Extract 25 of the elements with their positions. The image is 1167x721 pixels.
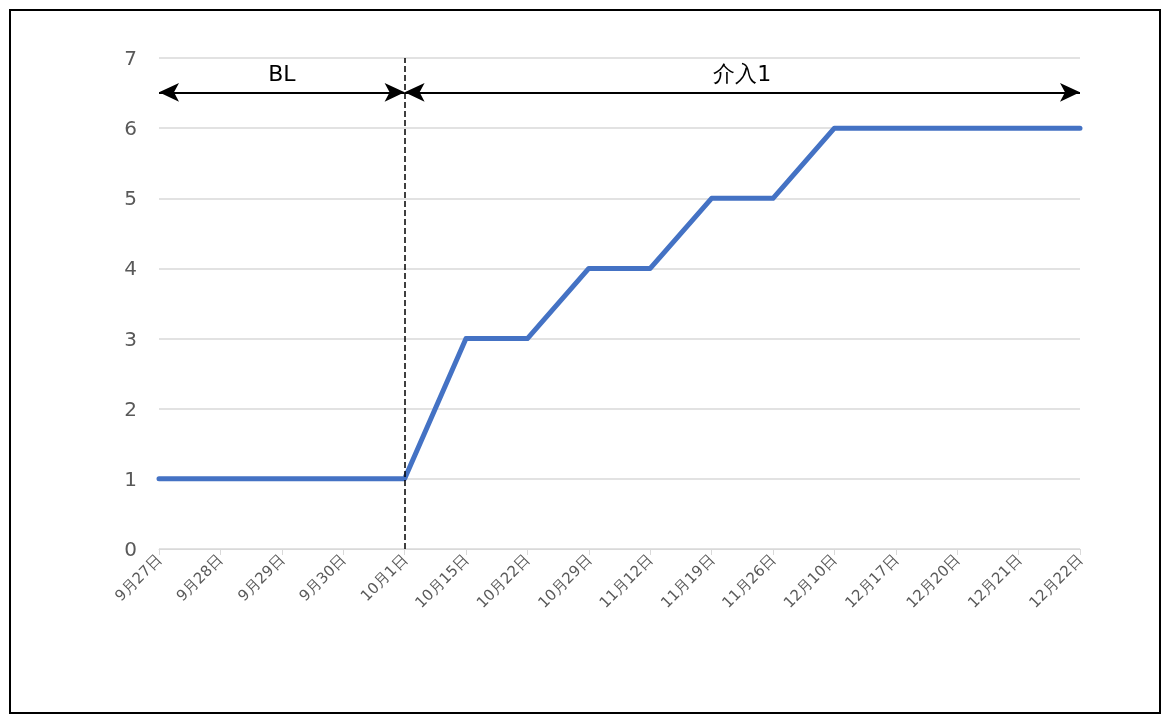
x-tick-label: 12月17日: [841, 550, 903, 612]
y-tick-label: 3: [124, 326, 137, 351]
x-tick-label: 11月12日: [595, 550, 657, 612]
x-tick-label: 10月1日: [356, 550, 411, 605]
y-tick-label: 4: [124, 256, 137, 281]
x-tick-label: 11月26日: [718, 550, 780, 612]
y-tick-label: 5: [124, 186, 137, 211]
x-tick-label: 12月10日: [779, 550, 841, 612]
x-tick-label: 9月29日: [233, 550, 289, 605]
y-tick-label: 7: [124, 46, 137, 70]
y-tick-label: 1: [124, 466, 137, 491]
x-tick-label: 12月20日: [902, 550, 964, 612]
x-tick-label: 12月22日: [1025, 550, 1087, 612]
x-tick-label: 10月22日: [472, 550, 534, 612]
x-tick-label: 9月30日: [295, 550, 350, 605]
annotation: 介入1: [713, 60, 772, 86]
y-tick-label: 2: [124, 396, 137, 421]
y-tick-label: 0: [124, 537, 137, 561]
y-tick-label: 6: [124, 116, 137, 141]
x-tick-label: 10月29日: [534, 550, 596, 612]
x-tick-label: 9月28日: [172, 550, 227, 605]
x-tick-label: 12月21日: [964, 550, 1025, 612]
x-tick-label: 11月19日: [657, 550, 718, 612]
annotation: BL: [268, 60, 297, 86]
x-tick-label: 10月15日: [411, 550, 473, 612]
